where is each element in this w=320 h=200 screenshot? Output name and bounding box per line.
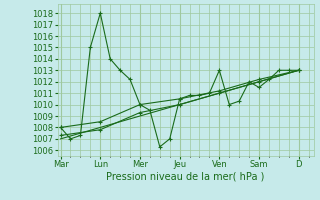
X-axis label: Pression niveau de la mer( hPa ): Pression niveau de la mer( hPa ) <box>107 172 265 182</box>
